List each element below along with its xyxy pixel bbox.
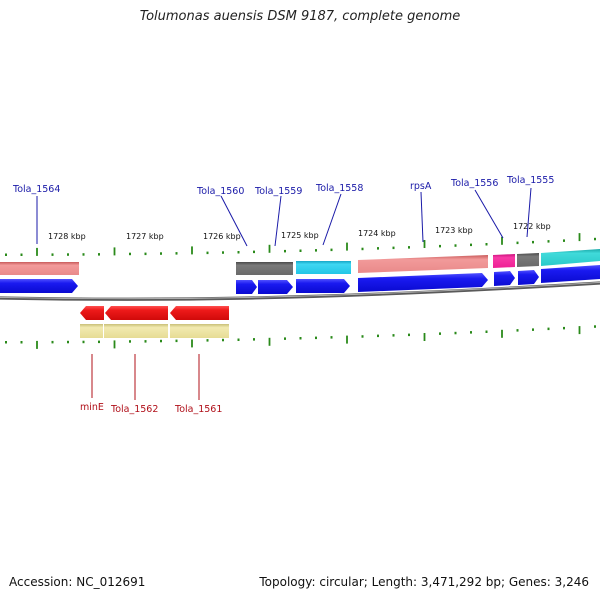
scale-label: 1728 kbp: [48, 232, 86, 241]
scale-label: 1723 kbp: [435, 226, 473, 235]
scale-label: 1726 kbp: [203, 232, 241, 241]
outer-tick-row: [5, 233, 596, 256]
forward-gene-labels: Tola_1564 Tola_1560 Tola_1559 Tola_1558 …: [12, 175, 554, 247]
cds-arrow-forward[interactable]: [494, 271, 515, 286]
cds-arrow-forward[interactable]: [518, 270, 539, 285]
reverse-gene-labels: minE Tola_1562 Tola_1561: [80, 354, 222, 415]
cds-arrow-reverse[interactable]: [170, 306, 229, 320]
feature-band-magenta[interactable]: [493, 254, 515, 268]
genome-backbone: [0, 281, 600, 301]
cds-arrow-forward[interactable]: [258, 280, 293, 294]
gene-label[interactable]: Tola_1561: [174, 404, 222, 415]
gene-label[interactable]: Tola_1558: [315, 183, 363, 194]
gene-label[interactable]: Tola_1564: [12, 184, 60, 195]
feature-band-khaki[interactable]: [104, 324, 168, 338]
scale-labels: 1728 kbp 1727 kbp 1726 kbp 1725 kbp 1724…: [48, 222, 551, 241]
feature-band-salmon[interactable]: [0, 262, 79, 275]
forward-cds-track: [0, 265, 600, 294]
scale-label: 1722 kbp: [513, 222, 551, 231]
inner-tick-row: [5, 325, 596, 349]
gene-label[interactable]: Tola_1562: [110, 404, 158, 415]
feature-band-gray[interactable]: [236, 262, 293, 275]
feature-band-khaki[interactable]: [80, 324, 103, 338]
feature-band-teal[interactable]: [541, 249, 600, 266]
gene-label[interactable]: Tola_1559: [254, 186, 302, 197]
cds-arrow-forward[interactable]: [358, 273, 488, 292]
feature-band-gray[interactable]: [517, 253, 539, 267]
gene-label[interactable]: minE: [80, 402, 104, 413]
feature-band-salmon[interactable]: [358, 255, 488, 273]
page-title: Tolumonas auensis DSM 9187, complete gen…: [139, 9, 461, 24]
cds-arrow-reverse[interactable]: [80, 306, 104, 320]
reverse-feature-track: [80, 324, 229, 338]
gene-label[interactable]: Tola_1555: [506, 175, 554, 186]
reverse-cds-track: [80, 306, 229, 320]
scale-label: 1727 kbp: [126, 232, 164, 241]
cds-arrow-forward[interactable]: [541, 265, 600, 283]
gene-label[interactable]: rpsA: [410, 181, 432, 192]
gene-label[interactable]: Tola_1560: [196, 186, 244, 197]
feature-band-khaki[interactable]: [170, 324, 229, 338]
cds-arrow-forward[interactable]: [296, 279, 350, 293]
cds-arrow-forward[interactable]: [236, 280, 257, 294]
scale-label: 1724 kbp: [358, 229, 396, 238]
cds-arrow-reverse[interactable]: [105, 306, 168, 320]
scale-label: 1725 kbp: [281, 231, 319, 240]
topology-summary: Topology: circular; Length: 3,471,292 bp…: [259, 575, 589, 589]
gene-label[interactable]: Tola_1556: [450, 178, 498, 189]
feature-band-cyan[interactable]: [296, 261, 351, 274]
cds-arrow-forward[interactable]: [0, 279, 78, 293]
accession-text: Accession: NC_012691: [9, 575, 146, 589]
forward-feature-track: [0, 249, 600, 275]
